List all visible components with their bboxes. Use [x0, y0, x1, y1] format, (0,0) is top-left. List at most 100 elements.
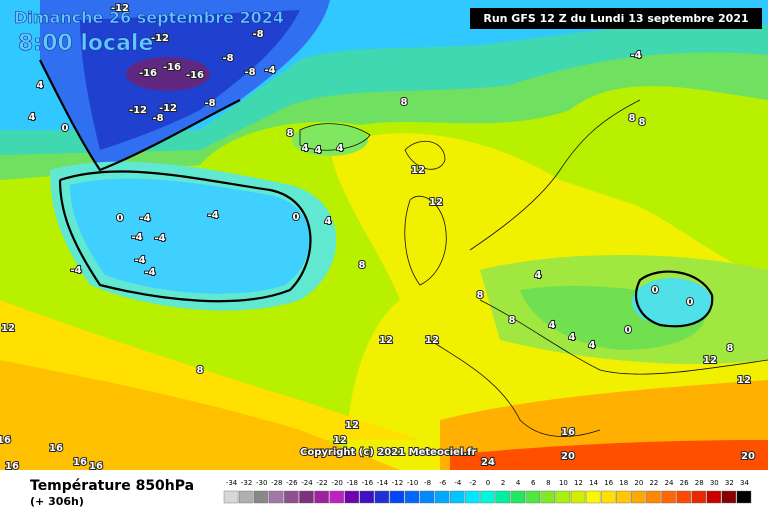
scale-swatch: [706, 490, 722, 504]
scale-swatch: [419, 490, 435, 504]
contour-label: -16: [186, 70, 204, 81]
contour-label: 16: [5, 461, 19, 472]
contour-label: 12: [411, 165, 425, 176]
scale-swatch: [495, 490, 510, 504]
contour-label: -12: [159, 103, 177, 114]
contour-label: 4: [589, 340, 596, 351]
scale-swatch: [721, 490, 737, 504]
scale-label: -10: [407, 479, 418, 487]
scale-swatch: [540, 490, 556, 504]
contour-label: 8: [359, 260, 366, 271]
scale-swatch: [359, 490, 375, 504]
scale-swatch: [404, 490, 420, 504]
scale-swatch: [223, 490, 239, 504]
contour-label: 12: [379, 335, 393, 346]
contour-label: -8: [204, 98, 215, 109]
contour-label: 12: [429, 197, 443, 208]
scale-swatch: [691, 490, 706, 504]
scale-label: -8: [424, 479, 431, 487]
scale-swatch: [585, 490, 601, 504]
local-time: 8:00 locale: [18, 31, 153, 56]
map-background: [0, 0, 768, 470]
scale-label: -14: [377, 479, 389, 487]
contour-label: 16: [0, 435, 11, 446]
contour-label: 12: [345, 420, 359, 431]
scale-swatch: [329, 490, 344, 504]
contour-label: -4: [264, 65, 275, 76]
scale-label: 10: [559, 479, 568, 487]
scale-swatch: [465, 490, 480, 504]
contour-label: -4: [134, 255, 145, 266]
contour-label: 0: [625, 325, 632, 336]
contour-label: -12: [151, 33, 169, 44]
scale-label: 14: [589, 479, 598, 487]
contour-label: 12: [425, 335, 439, 346]
scale-label: -22: [316, 479, 327, 487]
contour-label: 20: [741, 451, 755, 462]
contour-label: 8: [509, 315, 516, 326]
contour-label: -16: [139, 68, 157, 79]
scale-swatch: [344, 490, 359, 504]
scale-label: -18: [347, 479, 358, 487]
scale-label: -26: [286, 479, 298, 487]
contour-label: -8: [222, 53, 233, 64]
scale-swatch: [646, 490, 661, 504]
scale-swatch: [269, 490, 284, 504]
contour-label: 8: [401, 97, 408, 108]
legend-title: Température 850hPa: [30, 478, 194, 494]
scale-label: 32: [725, 479, 734, 487]
contour-label: 8: [197, 365, 204, 376]
scale-swatch: [389, 490, 405, 504]
contour-label: 0: [117, 213, 124, 224]
contour-label: 8: [287, 128, 294, 139]
scale-label: -16: [362, 479, 374, 487]
scale-label: -28: [271, 479, 282, 487]
contour-label: 20: [561, 451, 575, 462]
scale-label: 28: [695, 479, 704, 487]
contour-label: 4: [337, 143, 344, 154]
contour-label: 16: [561, 427, 575, 438]
scale-label: -6: [439, 479, 447, 487]
contour-label: 8: [477, 290, 484, 301]
contour-label: -4: [144, 267, 155, 278]
scale-label: -4: [454, 479, 462, 487]
contour-label: 12: [333, 435, 347, 446]
scale-label: -34: [226, 479, 238, 487]
scale-label: 6: [531, 479, 536, 487]
scale-swatch: [600, 490, 616, 504]
contour-label: -4: [139, 213, 150, 224]
scale-label: 24: [665, 479, 674, 487]
date: Dimanche 26 septembre 2024: [14, 8, 284, 27]
scale-swatch: [616, 490, 631, 504]
contour-label: 4: [549, 320, 556, 331]
contour-label: -4: [131, 232, 142, 243]
scale-swatch: [238, 490, 254, 504]
contour-label: 8: [639, 117, 646, 128]
contour-label: -12: [129, 105, 147, 116]
contour-label: 0: [652, 285, 659, 296]
contour-label: -12: [111, 3, 129, 14]
contour-label: -4: [154, 233, 165, 244]
contour-label: -4: [630, 50, 641, 61]
contour-label: -4: [70, 265, 81, 276]
contour-label: 4: [569, 332, 576, 343]
scale-swatch: [661, 490, 676, 504]
contour-label: 16: [73, 457, 87, 468]
scale-label: 12: [574, 479, 583, 487]
scale-label: 34: [740, 479, 749, 487]
contour-label: 0: [293, 212, 300, 223]
scale-swatch: [284, 490, 299, 504]
run-box: [470, 8, 762, 29]
copyright: Copyright (c) 2021 Meteociel.fr: [300, 447, 477, 458]
scale-swatch: [480, 490, 495, 504]
scale-label: 20: [634, 479, 643, 487]
scale-swatch: [570, 490, 586, 504]
scale-label: -32: [241, 479, 252, 487]
scale-swatch: [676, 490, 691, 504]
contour-label: 4: [315, 145, 322, 156]
contour-label: 4: [302, 143, 309, 154]
contour-label: 8: [727, 343, 734, 354]
